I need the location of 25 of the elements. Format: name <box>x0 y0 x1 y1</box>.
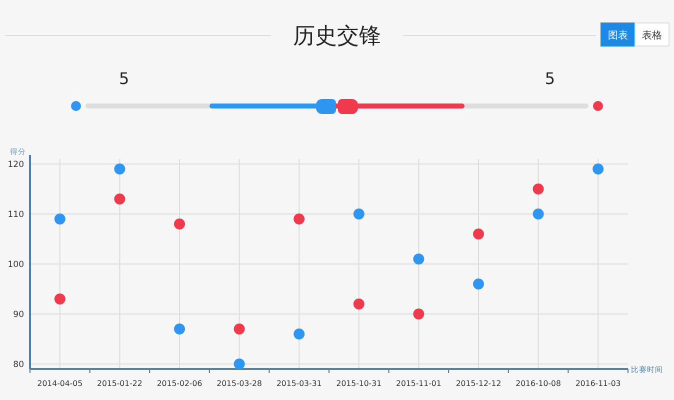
y-tick-label: 110 <box>8 210 24 220</box>
point <box>532 208 544 220</box>
point <box>294 214 305 224</box>
point <box>532 184 544 194</box>
point <box>473 278 484 290</box>
point <box>413 308 424 320</box>
point <box>54 214 66 224</box>
point <box>54 294 66 304</box>
y-tick-label: 100 <box>8 260 24 270</box>
point <box>174 218 185 230</box>
point <box>353 298 364 310</box>
y-tick-label: 90 <box>13 310 24 320</box>
point <box>413 254 424 264</box>
y-tick-label: 80 <box>13 360 24 370</box>
title: 历史交锋 <box>293 24 381 49</box>
point <box>114 164 126 174</box>
point <box>114 194 126 204</box>
y-tick-label: 120 <box>8 160 24 170</box>
point <box>294 328 305 340</box>
point <box>174 324 185 334</box>
point <box>592 164 604 174</box>
point <box>473 228 484 240</box>
point <box>234 324 245 334</box>
point <box>353 208 364 220</box>
point <box>234 358 245 370</box>
